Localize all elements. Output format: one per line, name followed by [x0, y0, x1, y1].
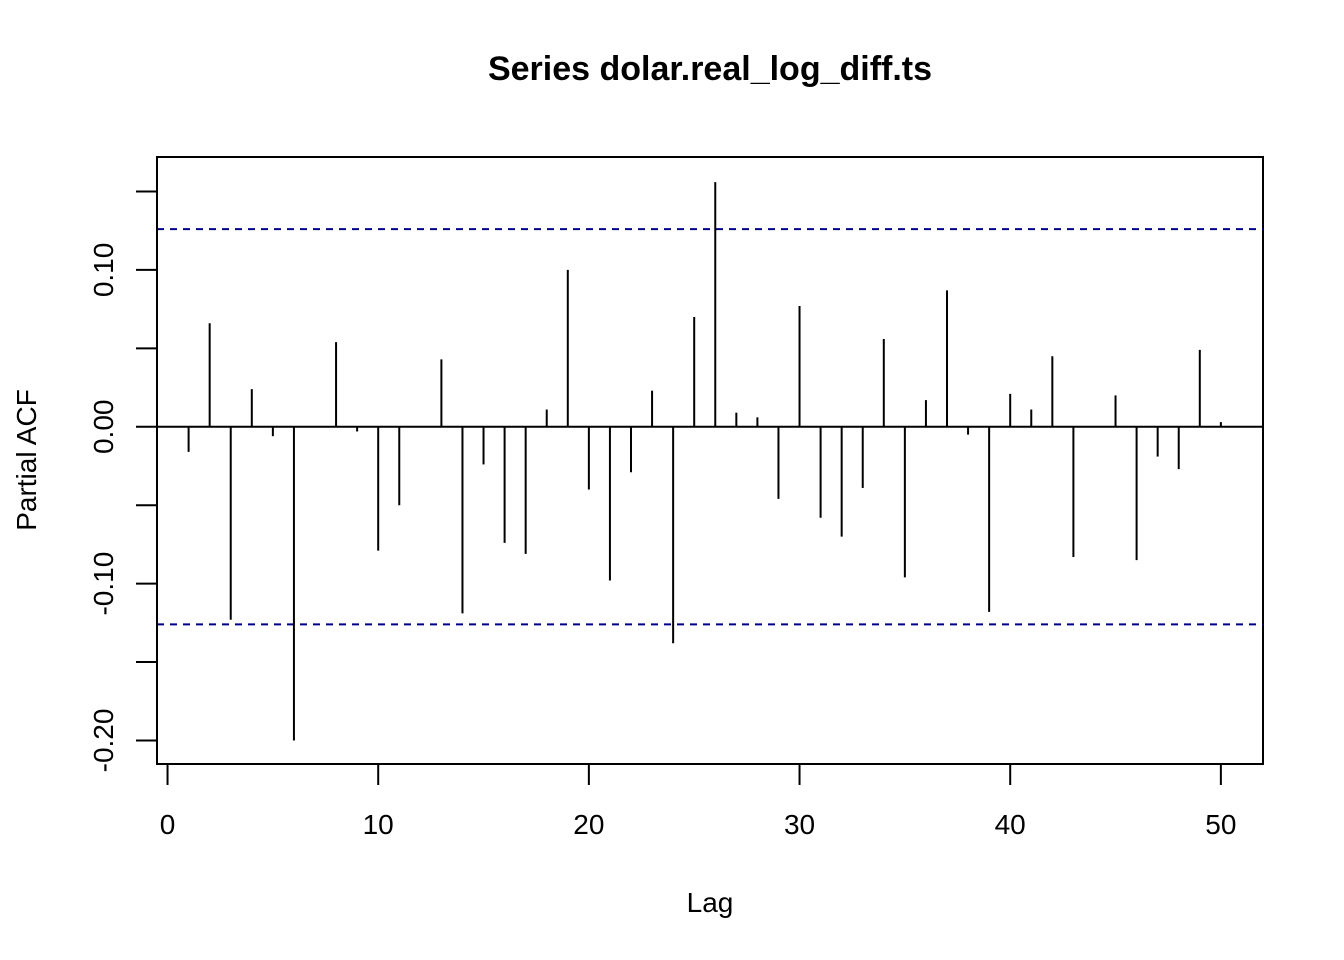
x-tick-label: 40 [995, 809, 1026, 840]
x-tick-label: 0 [160, 809, 176, 840]
x-tick-label: 20 [573, 809, 604, 840]
y-axis: -0.20 -0.10 0.00 0.10 [88, 190, 158, 773]
x-tick-label: 10 [363, 809, 394, 840]
plot-frame [156, 156, 1264, 765]
x-axis: 0 10 20 30 40 50 [160, 763, 1236, 840]
x-axis-label: Lag [687, 887, 734, 918]
y-tick-label: -0.20 [88, 709, 119, 773]
chart-title: Series dolar.real_log_diff.ts [488, 50, 932, 88]
x-tick-label: 50 [1205, 809, 1236, 840]
y-tick-label: 0.10 [88, 243, 119, 298]
y-tick-label: 0.00 [88, 400, 119, 455]
y-tick-label: -0.10 [88, 552, 119, 616]
x-tick-label: 30 [784, 809, 815, 840]
pacf-bars [187, 182, 1222, 741]
y-axis-label: Partial ACF [11, 389, 42, 531]
confidence-bounds [157, 228, 1263, 626]
